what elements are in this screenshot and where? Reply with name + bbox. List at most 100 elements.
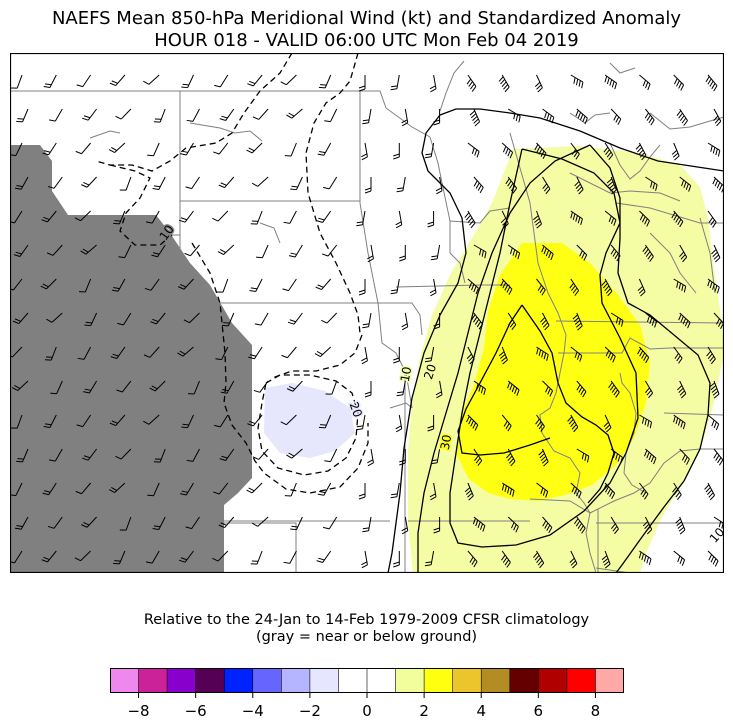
colorbar-tick-label: 2 bbox=[419, 702, 429, 720]
wind-barb bbox=[178, 550, 194, 563]
wind-barb bbox=[75, 482, 91, 495]
colorbar-cell bbox=[538, 668, 568, 693]
wind-barb bbox=[396, 380, 406, 397]
wind-barb bbox=[46, 244, 63, 256]
wind-barb bbox=[507, 516, 519, 533]
wind-barb bbox=[466, 414, 479, 431]
map-frame bbox=[10, 53, 724, 573]
wind-barb bbox=[393, 347, 400, 364]
wind-barb bbox=[10, 346, 23, 358]
wind-barb bbox=[569, 278, 580, 296]
wind-barb bbox=[81, 176, 97, 188]
wind-barb bbox=[671, 142, 680, 161]
wind-barb bbox=[317, 142, 332, 156]
wind-barb bbox=[325, 380, 338, 395]
wind-barb bbox=[150, 312, 166, 325]
wind-barb bbox=[362, 312, 372, 329]
wind-barb bbox=[361, 346, 368, 365]
wind-barb bbox=[145, 210, 160, 224]
wind-barb bbox=[396, 176, 406, 193]
wind-barb bbox=[424, 346, 435, 363]
wind-barb bbox=[542, 108, 555, 124]
wind-barb bbox=[10, 414, 23, 429]
wind-barb bbox=[575, 108, 588, 125]
wind-barb bbox=[534, 74, 543, 93]
wind-barb bbox=[424, 142, 435, 159]
wind-barb bbox=[41, 550, 57, 563]
colorbar-tick-label: −2 bbox=[299, 702, 321, 720]
wind-barb bbox=[473, 176, 484, 194]
wind-barb bbox=[603, 414, 612, 433]
colorbar-tick-label: −4 bbox=[242, 702, 264, 720]
wind-barb bbox=[250, 550, 263, 565]
wind-barb bbox=[707, 414, 720, 431]
wind-barb bbox=[677, 380, 687, 399]
wind-barb bbox=[390, 278, 400, 295]
wind-barb bbox=[321, 312, 338, 324]
wind-barb bbox=[390, 482, 400, 499]
wind-barb bbox=[501, 550, 511, 568]
wind-barb bbox=[570, 210, 583, 226]
colorbar-cell bbox=[367, 668, 396, 693]
wind-barb bbox=[315, 278, 332, 291]
wind-barb bbox=[247, 414, 263, 427]
wind-barb bbox=[570, 482, 582, 499]
wind-barb bbox=[429, 482, 437, 501]
wind-barb bbox=[151, 244, 166, 258]
wind-barb bbox=[464, 482, 474, 501]
wind-barb bbox=[533, 550, 545, 569]
wind-barb bbox=[603, 482, 616, 500]
wind-barb bbox=[367, 448, 374, 467]
colorbar-tick-label: 8 bbox=[591, 702, 601, 720]
colorbar-cell bbox=[110, 668, 139, 693]
wind-barb bbox=[713, 108, 722, 127]
wind-barb bbox=[638, 550, 652, 566]
wind-barb bbox=[639, 74, 651, 91]
wind-barb bbox=[283, 210, 297, 224]
wind-barb bbox=[143, 414, 160, 425]
wind-barb bbox=[361, 142, 368, 161]
colorbar-cell bbox=[566, 668, 596, 693]
wind-barb bbox=[639, 482, 649, 500]
wind-barb bbox=[608, 380, 620, 398]
wind-barb bbox=[678, 312, 691, 329]
wind-barb bbox=[574, 176, 584, 195]
colorbar-cell bbox=[338, 668, 368, 693]
wind-barb bbox=[576, 380, 587, 398]
wind-barb bbox=[473, 244, 487, 259]
colorbar-cell bbox=[424, 668, 454, 693]
colorbar-tick-label: −8 bbox=[127, 702, 149, 720]
wind-barb bbox=[10, 210, 23, 224]
wind-barb bbox=[318, 414, 332, 429]
wind-barb bbox=[117, 312, 132, 326]
wind-barb bbox=[287, 312, 303, 325]
wind-barb bbox=[498, 346, 508, 365]
wind-barb bbox=[119, 516, 132, 531]
colorbar-cell bbox=[452, 668, 482, 693]
wind-barb bbox=[77, 346, 92, 360]
wind-barb bbox=[679, 448, 690, 465]
wind-barb bbox=[538, 448, 549, 467]
wind-barb bbox=[286, 380, 303, 392]
wind-barb bbox=[671, 210, 684, 228]
wind-barb bbox=[644, 380, 654, 399]
colorbar-cell bbox=[481, 668, 511, 693]
wind-barb bbox=[280, 74, 297, 86]
wind-barb bbox=[536, 346, 549, 361]
colorbar-cell bbox=[195, 668, 225, 693]
chart-title: NAEFS Mean 850-hPa Meridional Wind (kt) … bbox=[51, 8, 682, 29]
wind-barb bbox=[501, 142, 514, 159]
wind-barb bbox=[252, 448, 269, 460]
wind-barb bbox=[424, 550, 435, 567]
wind-barb bbox=[430, 244, 441, 261]
colorbar-cell bbox=[309, 668, 339, 693]
wind-barb bbox=[469, 108, 481, 127]
wind-barb bbox=[183, 312, 200, 324]
wind-barb bbox=[177, 278, 194, 290]
wind-barb bbox=[152, 516, 166, 530]
wind-barb bbox=[82, 108, 97, 121]
wind-barb bbox=[111, 278, 126, 292]
wind-barb bbox=[570, 142, 580, 160]
wind-barb bbox=[707, 210, 717, 228]
colorbar-tick-label: −6 bbox=[185, 702, 207, 720]
